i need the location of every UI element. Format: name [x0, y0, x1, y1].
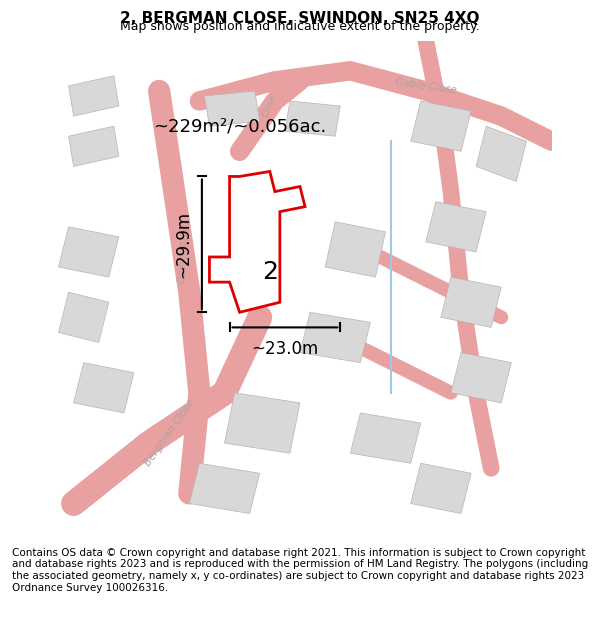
Polygon shape [58, 227, 119, 277]
Text: ~29.9m: ~29.9m [174, 211, 192, 278]
Polygon shape [205, 91, 260, 126]
Polygon shape [441, 277, 501, 328]
Text: Close: Close [262, 93, 278, 119]
Text: ~229m²/~0.056ac.: ~229m²/~0.056ac. [153, 117, 326, 135]
Text: 2: 2 [262, 260, 278, 284]
Text: Map shows position and indicative extent of the property.: Map shows position and indicative extent… [120, 20, 480, 33]
Text: ~23.0m: ~23.0m [251, 340, 319, 358]
Polygon shape [58, 292, 109, 342]
Polygon shape [476, 126, 526, 181]
Text: Contains OS data © Crown copyright and database right 2021. This information is : Contains OS data © Crown copyright and d… [12, 548, 588, 592]
Polygon shape [350, 413, 421, 463]
Polygon shape [209, 171, 305, 312]
Polygon shape [410, 463, 471, 514]
Text: Bergman Close: Bergman Close [142, 398, 196, 468]
Polygon shape [325, 222, 386, 277]
Polygon shape [190, 463, 260, 514]
Polygon shape [74, 362, 134, 413]
Polygon shape [410, 101, 471, 151]
Text: Olivier Road: Olivier Road [176, 220, 192, 284]
Text: Gable Close: Gable Close [395, 77, 457, 95]
Polygon shape [451, 352, 511, 403]
Polygon shape [300, 312, 370, 362]
Polygon shape [285, 101, 340, 136]
Text: 2, BERGMAN CLOSE, SWINDON, SN25 4XQ: 2, BERGMAN CLOSE, SWINDON, SN25 4XQ [120, 11, 480, 26]
Polygon shape [68, 126, 119, 166]
Polygon shape [224, 393, 300, 453]
Polygon shape [68, 76, 119, 116]
Polygon shape [426, 202, 486, 252]
